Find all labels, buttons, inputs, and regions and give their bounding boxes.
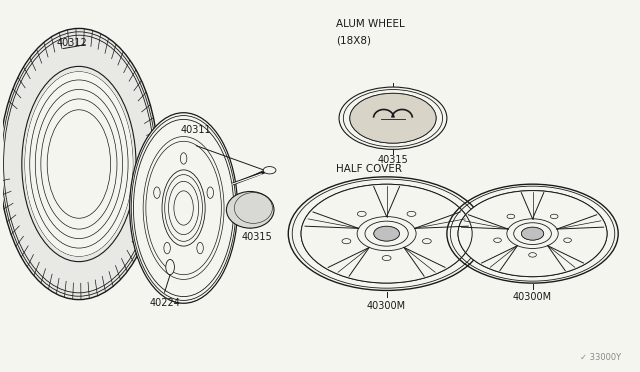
Text: 40311: 40311 — [181, 125, 212, 135]
Text: ✓ 33000Y: ✓ 33000Y — [580, 353, 621, 362]
Circle shape — [301, 184, 472, 283]
Ellipse shape — [227, 192, 274, 228]
Circle shape — [422, 238, 431, 244]
Text: 40315: 40315 — [378, 155, 408, 165]
Text: 40312: 40312 — [57, 38, 88, 48]
Text: 40300M: 40300M — [513, 292, 552, 302]
Text: HALF COVER: HALF COVER — [336, 164, 402, 174]
Ellipse shape — [0, 28, 158, 299]
Text: 40315: 40315 — [241, 232, 272, 242]
Circle shape — [382, 256, 391, 261]
Circle shape — [529, 253, 536, 257]
Text: 40300M: 40300M — [367, 301, 406, 311]
Circle shape — [263, 167, 276, 174]
Circle shape — [342, 238, 351, 244]
Text: ALUM WHEEL: ALUM WHEEL — [336, 19, 404, 29]
Circle shape — [350, 93, 436, 143]
Circle shape — [564, 238, 572, 243]
Text: (18X8): (18X8) — [336, 36, 371, 46]
Circle shape — [407, 211, 416, 217]
Ellipse shape — [166, 259, 175, 275]
Circle shape — [507, 214, 515, 219]
Circle shape — [522, 227, 543, 240]
Circle shape — [357, 211, 366, 217]
Circle shape — [374, 226, 399, 241]
Circle shape — [458, 190, 607, 277]
Circle shape — [493, 238, 501, 243]
Ellipse shape — [25, 72, 133, 256]
Ellipse shape — [130, 113, 237, 303]
Text: 40224: 40224 — [149, 298, 180, 308]
Circle shape — [550, 214, 558, 219]
Ellipse shape — [162, 170, 205, 246]
